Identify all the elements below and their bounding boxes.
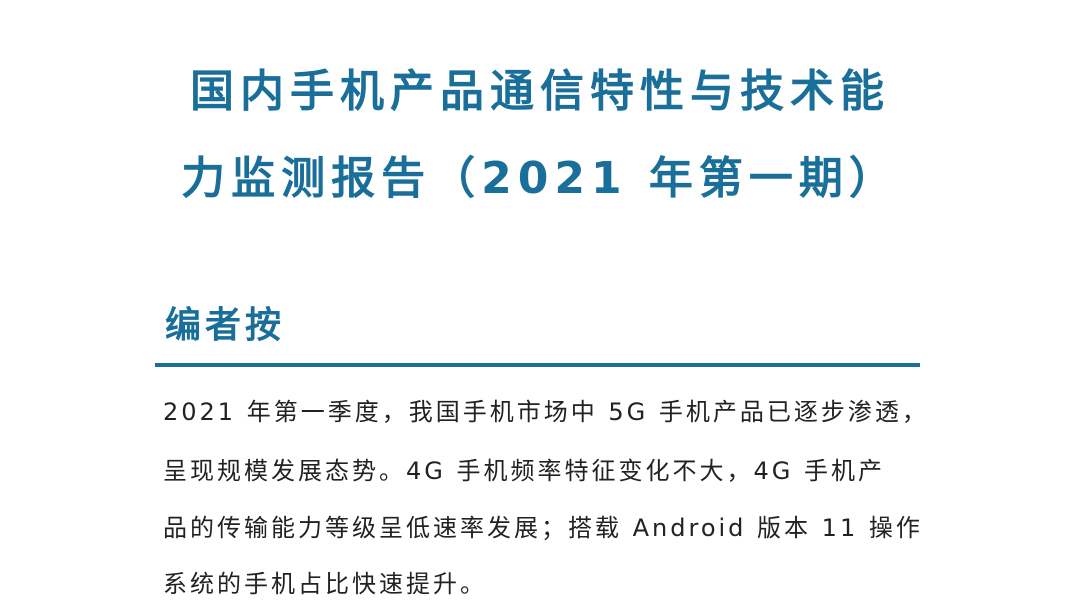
body-line: 呈现规模发展态势。4G 手机频率特征变化不大，4G 手机产 — [163, 457, 885, 485]
body-line: 品的传输能力等级呈低速率发展；搭载 Android 版本 11 操作 — [163, 514, 923, 542]
body-line: 2021 年第一季度，我国手机市场中 5G 手机产品已逐步渗透， — [163, 398, 929, 426]
divider — [155, 363, 920, 367]
title-line: 国内手机产品通信特性与技术能 — [190, 66, 890, 117]
section-heading: 编者按 — [165, 305, 286, 346]
body-line: 系统的手机占比快速提升。 — [163, 570, 487, 598]
title-line: 力监测报告（2021 年第一期） — [181, 153, 899, 204]
